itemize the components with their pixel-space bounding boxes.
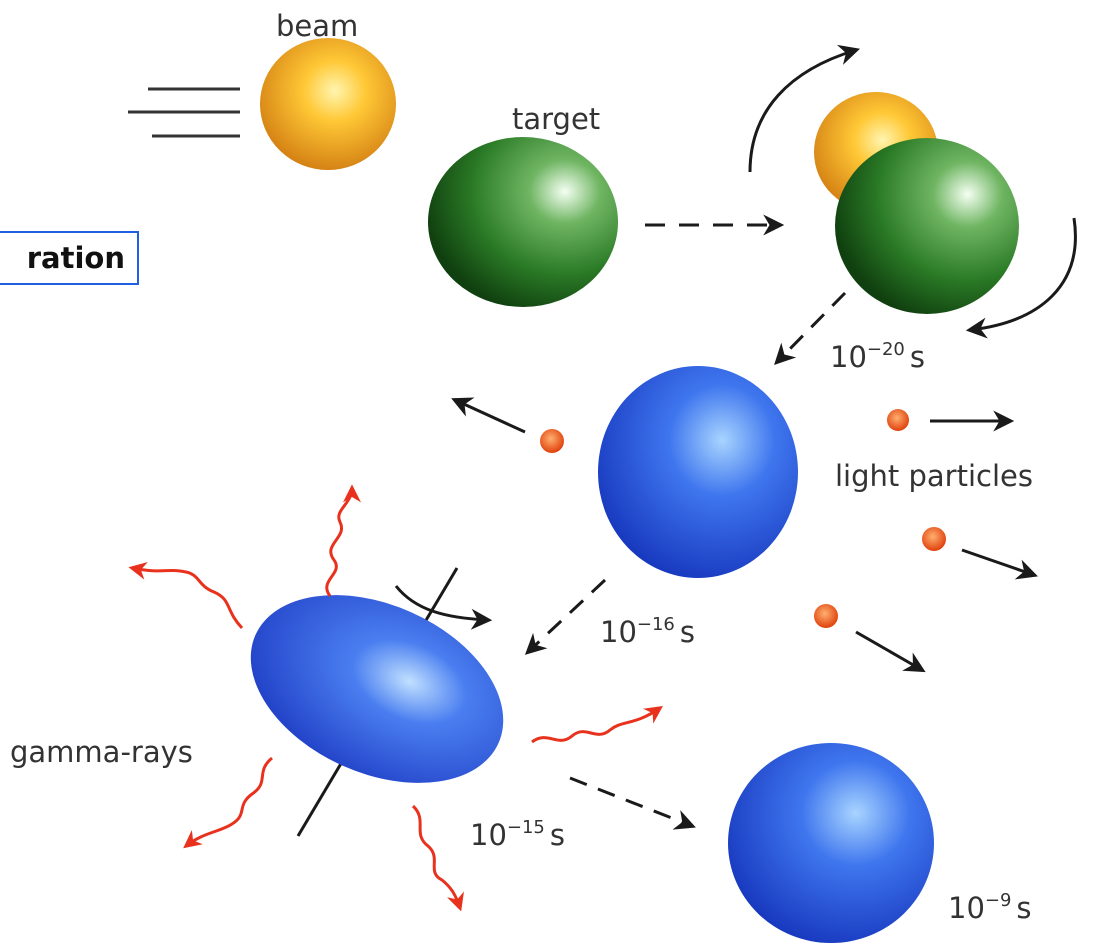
dashed-arrow-to-deformed — [524, 578, 607, 655]
target-label: target — [512, 102, 600, 136]
gamma-ray-2 — [325, 484, 361, 597]
beam-nucleus — [260, 38, 396, 170]
gamma-ray-3 — [531, 705, 663, 744]
cropped-label-box: ration — [0, 231, 139, 285]
time-label-4: 10−9 s — [948, 890, 1032, 925]
cropped-label-text: ration — [26, 241, 125, 275]
ground-state-nucleus — [728, 743, 934, 943]
gamma-rays — [128, 484, 663, 912]
rotation-arrow-bottom — [965, 217, 1077, 339]
time-label-3: 10−15 s — [470, 817, 565, 852]
beam-label: beam — [276, 9, 358, 43]
beam-motion-lines — [128, 87, 240, 138]
particle-arrow-mid-right — [961, 548, 1038, 580]
rotation-arrow-top — [748, 44, 861, 173]
excited-nucleus — [598, 366, 798, 578]
light-particle-left — [540, 429, 564, 453]
dashed-arrow-to-ground — [569, 776, 696, 830]
rotation-arrow-deformed — [394, 585, 493, 630]
light-particle-mid-right — [922, 527, 946, 551]
gamma-ray-5 — [411, 804, 464, 912]
gamma-ray-4 — [183, 756, 274, 849]
time-label-2: 10−16 s — [600, 614, 695, 649]
light-particles-label: light particles — [835, 459, 1033, 493]
target-nucleus — [428, 137, 618, 307]
deformed-nucleus — [250, 595, 504, 783]
particle-arrow-bottom-right — [855, 630, 926, 673]
fused-target-nucleus — [835, 138, 1019, 314]
particle-arrow-left — [451, 397, 526, 434]
light-particle-bottom-right — [814, 604, 838, 628]
dashed-arrow-to-excited — [774, 291, 847, 365]
gamma-ray-1 — [128, 561, 244, 630]
light-particle-top-right — [887, 409, 909, 431]
time-label-1: 10−20 s — [830, 339, 925, 374]
gamma-rays-label: gamma-rays — [10, 735, 193, 769]
